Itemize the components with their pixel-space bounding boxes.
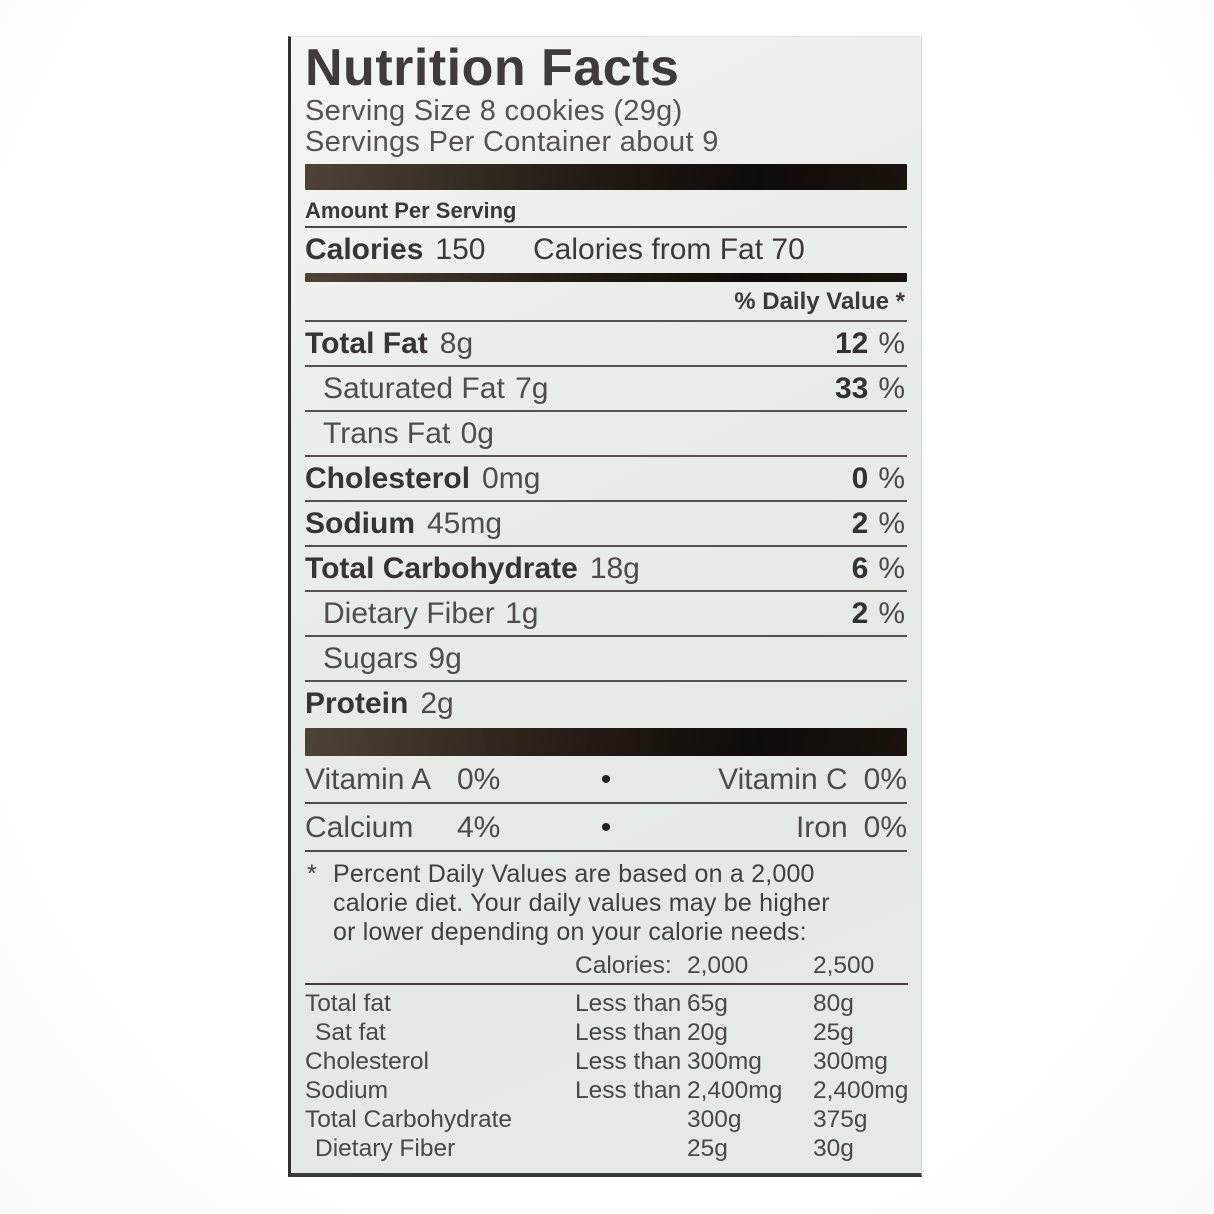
nutrient-name: Dietary Fiber 1g xyxy=(323,597,539,631)
footnote-line: calorie diet. Your daily values may be h… xyxy=(333,889,830,918)
nutrient-daily-value xyxy=(895,416,907,452)
nutrient-daily-value xyxy=(895,641,907,677)
servings-per-container: Servings Per Container about 9 xyxy=(305,126,719,159)
iron: Iron 0% xyxy=(795,811,907,845)
table-row-name: Cholesterol xyxy=(305,1048,429,1076)
divider-bar-top xyxy=(305,164,907,191)
table-row-2500: 30g xyxy=(813,1135,854,1163)
table-row-2000: 2,400mg xyxy=(687,1077,783,1105)
table-row-name: Total fat xyxy=(305,990,391,1018)
nutrient-daily-value: 2% xyxy=(851,507,905,541)
calcium: Calcium 4% xyxy=(305,811,501,845)
nutrition-facts-title: Nutrition Facts xyxy=(305,39,680,97)
calories-value: 150 xyxy=(435,233,486,267)
nutrient-name: Saturated Fat 7g xyxy=(323,372,549,406)
nutrient-row-sugars: Sugars 9g xyxy=(305,637,907,683)
nutrient-daily-value: 33% xyxy=(834,372,905,406)
vitamin-row-calcium-iron: Calcium 4% • Iron 0% xyxy=(305,804,907,853)
calories-label: Calories xyxy=(305,233,424,267)
calories-row: Calories 150 Calories from Fat 70 xyxy=(305,228,907,273)
table-row-2000: 25g xyxy=(687,1135,728,1163)
nutrient-name: Sodium 45mg xyxy=(305,507,503,541)
table-row-qualifier xyxy=(575,1105,687,1134)
table-header-rule xyxy=(305,983,909,986)
nutrient-row-dietary-fiber: Dietary Fiber 1g 2% xyxy=(305,592,907,638)
nutrient-name: Trans Fat 0g xyxy=(323,417,494,451)
nutrient-daily-value: 2% xyxy=(851,597,905,631)
nutrient-row-cholesterol: Cholesterol 0mg 0% xyxy=(305,457,907,503)
footnote-asterisk: * xyxy=(307,860,317,889)
nutrient-name: Sugars 9g xyxy=(323,642,462,676)
table-header-calories: Calories: xyxy=(575,952,672,980)
nutrient-row-protein: Protein 2g xyxy=(305,682,907,725)
table-row-2500: 2,400mg xyxy=(813,1077,909,1105)
nutrient-row-total-fat: Total Fat 8g 12% xyxy=(305,322,907,368)
nutrient-name: Total Carbohydrate 18g xyxy=(305,552,640,586)
daily-value-header: % Daily Value * xyxy=(305,282,907,323)
table-row-2000: 300g xyxy=(687,1106,742,1134)
table-row-2500: 300mg xyxy=(813,1048,888,1076)
daily-values-table: Calories: 2,000 2,500 Total fat Less tha… xyxy=(305,951,909,1163)
amount-per-serving-heading: Amount Per Serving xyxy=(305,198,907,229)
table-header-2500: 2,500 xyxy=(813,952,875,980)
nutrient-name: Total Fat 8g xyxy=(305,327,474,361)
vitamin-c: Vitamin C 0% xyxy=(718,763,907,797)
table-header-spacer xyxy=(305,951,575,981)
table-row-2000: 300mg xyxy=(687,1048,762,1076)
nutrient-row-trans-fat: Trans Fat 0g xyxy=(305,412,907,458)
nutrient-row-sodium: Sodium 45mg 2% xyxy=(305,502,907,548)
nutrition-facts-label: Nutrition Facts Serving Size 8 cookies (… xyxy=(288,36,922,1178)
table-row-name: Dietary Fiber xyxy=(315,1135,456,1163)
vitamin-a: Vitamin A 0% xyxy=(305,763,501,797)
nutrient-daily-value: 0% xyxy=(851,462,905,496)
table-row-name: Total Carbohydrate xyxy=(305,1106,513,1134)
table-row-2000: 20g xyxy=(687,1019,728,1047)
table-row-name: Sat fat xyxy=(315,1019,386,1047)
table-row-qualifier: Less than xyxy=(575,1019,682,1047)
table-row-qualifier: Less than xyxy=(575,1077,682,1105)
nutrient-daily-value: 6% xyxy=(851,552,905,586)
nutrient-daily-value: 12% xyxy=(834,327,905,361)
table-row-name: Sodium xyxy=(305,1077,389,1105)
calories-from-fat: Calories from Fat 70 xyxy=(533,233,805,267)
vitamin-row-a-c: Vitamin A 0% • Vitamin C 0% xyxy=(305,756,907,805)
serving-size: Serving Size 8 cookies (29g) xyxy=(305,95,683,128)
nutrient-row-total-carbohydrate: Total Carbohydrate 18g 6% xyxy=(305,547,907,593)
table-row-qualifier: Less than xyxy=(575,1048,682,1076)
daily-values-footnote: * Percent Daily Values are based on a 2,… xyxy=(305,852,907,949)
divider-bar-bottom xyxy=(305,728,907,757)
table-row-2500: 25g xyxy=(813,1019,854,1047)
table-row-2500: 375g xyxy=(813,1106,868,1134)
calories-group: Calories 150 xyxy=(305,233,533,267)
divider-bar-medium xyxy=(305,273,907,283)
nutrient-name: Cholesterol 0mg xyxy=(305,462,541,496)
nutrient-row-saturated-fat: Saturated Fat 7g 33% xyxy=(305,367,907,413)
table-header-2000: 2,000 xyxy=(687,952,749,980)
table-row-2000: 65g xyxy=(687,990,728,1018)
table-row-2500: 80g xyxy=(813,990,854,1018)
footnote-line: Percent Daily Values are based on a 2,00… xyxy=(333,860,815,889)
bullet-separator-icon: • xyxy=(600,811,612,845)
nutrient-daily-value xyxy=(895,686,907,722)
table-row-qualifier xyxy=(575,1134,687,1163)
table-row-qualifier: Less than xyxy=(575,990,682,1018)
footnote-line: or lower depending on your calorie needs… xyxy=(333,918,807,947)
nutrient-name: Protein 2g xyxy=(305,687,454,721)
bullet-separator-icon: • xyxy=(600,763,612,797)
